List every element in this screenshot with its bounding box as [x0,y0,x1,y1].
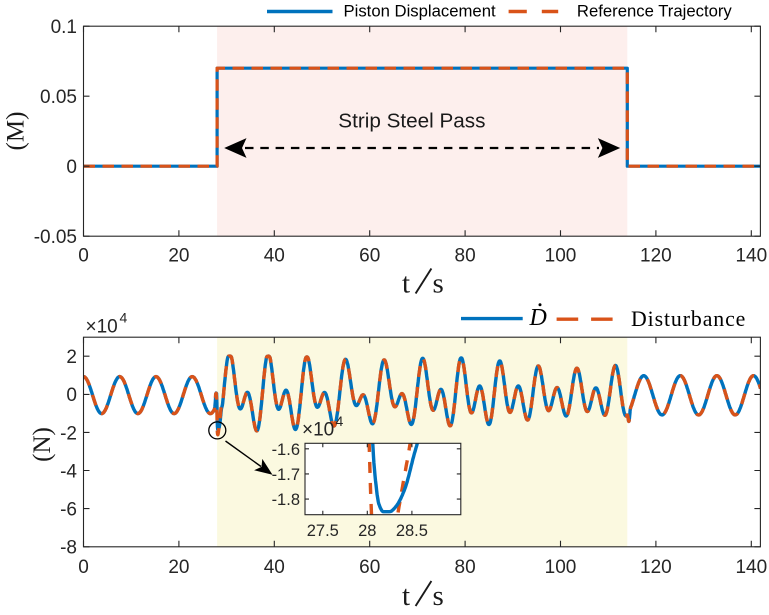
svg-text:28.5: 28.5 [396,522,428,540]
svg-text:t: t [402,580,410,612]
svg-text:100: 100 [545,557,577,578]
svg-text:-6: -6 [60,500,77,521]
svg-text:4: 4 [120,310,128,326]
svg-text:0: 0 [66,385,77,406]
svg-text:80: 80 [455,557,476,578]
svg-text:2: 2 [66,347,77,368]
svg-text:4: 4 [336,413,344,429]
svg-text:140: 140 [735,557,767,578]
svg-text:0.05: 0.05 [40,87,77,108]
svg-text:40: 40 [264,246,285,267]
svg-text:120: 120 [640,246,672,267]
svg-text:-1.6: -1.6 [272,441,300,459]
svg-text:80: 80 [455,246,476,267]
svg-text:-8: -8 [60,538,77,559]
svg-text:Piston Displacement: Piston Displacement [344,1,496,20]
svg-text:(M): (M) [3,112,30,151]
svg-text:Reference Trajectory: Reference Trajectory [577,1,733,20]
svg-text:0: 0 [66,157,77,178]
svg-text:0: 0 [78,557,89,578]
svg-text:140: 140 [735,246,767,267]
svg-text:-1.7: -1.7 [272,466,300,484]
svg-text:(N): (N) [29,427,56,462]
svg-text:-0.05: -0.05 [34,227,77,248]
svg-text:28: 28 [358,522,376,540]
svg-text:20: 20 [168,557,189,578]
svg-text:60: 60 [359,246,380,267]
svg-text:-2: -2 [60,423,77,444]
svg-text:20: 20 [168,246,189,267]
svg-text:120: 120 [640,557,672,578]
svg-text:s: s [433,580,444,612]
svg-text:Strip Steel Pass: Strip Steel Pass [338,110,485,133]
svg-text:100: 100 [545,246,577,267]
svg-text:27.5: 27.5 [307,522,339,540]
svg-text:×10: ×10 [302,420,334,441]
svg-text:×10: ×10 [86,317,118,338]
svg-text:40: 40 [264,557,285,578]
svg-text:s: s [433,268,444,300]
svg-text:60: 60 [359,557,380,578]
svg-text:0: 0 [78,246,89,267]
svg-text:t: t [402,268,410,300]
svg-text:-4: -4 [60,461,77,482]
svg-text:Disturbance: Disturbance [631,307,746,331]
svg-text:-1.8: -1.8 [272,491,300,509]
svg-text:0.1: 0.1 [51,17,77,38]
svg-text:D: D [529,305,547,331]
